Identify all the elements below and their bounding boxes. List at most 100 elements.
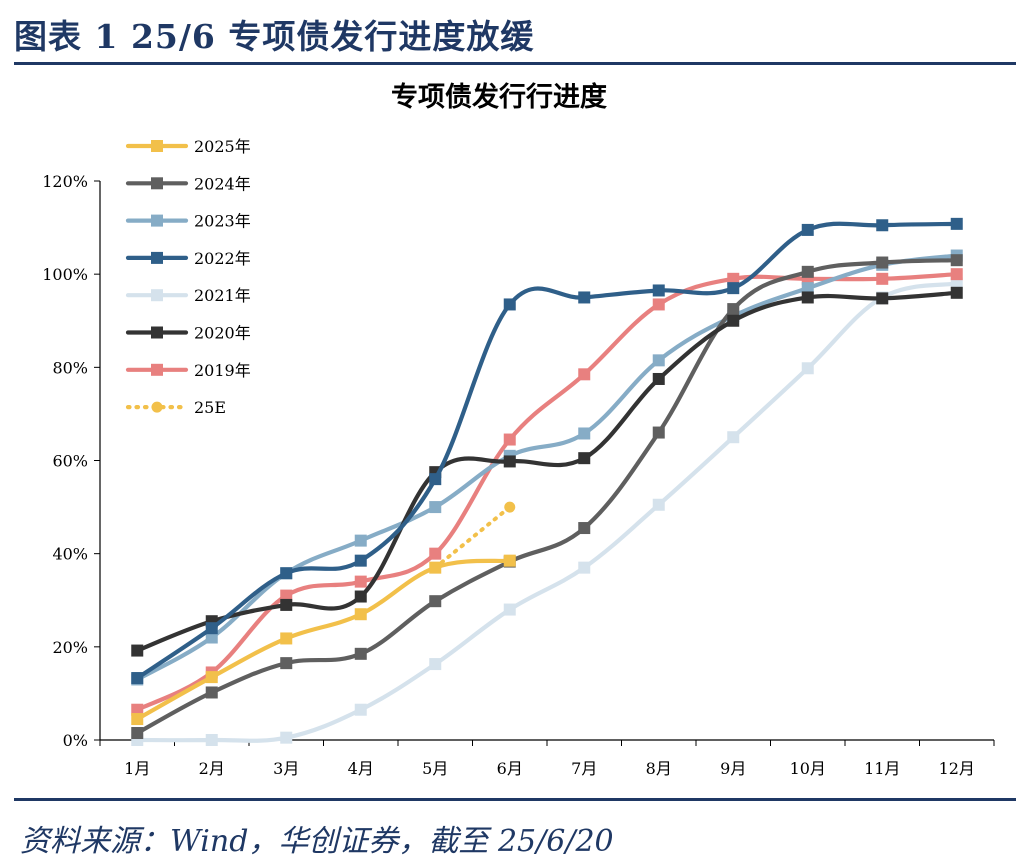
point-2023 [354, 534, 367, 547]
legend-label-2021: 2021年 [194, 286, 251, 305]
x-tick-label: 11月 [864, 759, 900, 778]
point-2019 [578, 368, 591, 381]
legend-marker-2021 [151, 289, 163, 302]
point-2021 [950, 277, 963, 290]
point-2020 [801, 291, 814, 304]
point-2021 [727, 431, 740, 444]
point-2024 [280, 657, 293, 670]
legend-label-2024: 2024年 [194, 174, 251, 193]
x-tick-label: 1月 [124, 759, 150, 778]
point-2021 [205, 734, 218, 746]
point-2023 [578, 427, 591, 440]
legend-marker-2024 [151, 177, 163, 190]
point-2019 [950, 268, 963, 281]
y-tick-label: 60% [52, 452, 88, 471]
point-2021 [652, 498, 665, 511]
point-2021 [429, 658, 442, 671]
point-2019 [354, 575, 367, 588]
point-2020 [876, 292, 889, 305]
point-2022 [131, 672, 144, 685]
series-line-2023 [135, 253, 959, 682]
point-2022 [503, 298, 516, 311]
line-chart: 专项债发行行进度 0% 20% 40% 60% 80% 100% 120% 1月 2月 3月 4月 5… [42, 81, 995, 778]
legend-label-2025: 2025年 [194, 137, 251, 156]
legend-marker-2020 [151, 326, 163, 339]
x-tick-label: 2月 [199, 759, 225, 778]
point-2022 [429, 473, 442, 486]
point-2020 [280, 598, 293, 611]
point-2024 [876, 256, 889, 269]
point-2024 [801, 265, 814, 278]
point-2022 [280, 567, 293, 580]
source-note: 资料来源：Wind，华创证券，截至 25/6/20 [20, 824, 614, 859]
point-2021 [280, 731, 293, 744]
point-2022 [876, 219, 889, 232]
point-2024 [429, 595, 442, 608]
point-2019 [429, 547, 442, 560]
point-2021 [578, 561, 591, 574]
point-2020 [503, 455, 516, 468]
x-tick-label: 5月 [422, 759, 448, 778]
y-tick-label: 0% [63, 731, 88, 750]
point-2022 [205, 622, 218, 635]
point-2022 [354, 554, 367, 567]
point-2024 [727, 303, 740, 316]
point-2025 [205, 671, 218, 684]
point-2024 [354, 647, 367, 660]
legend-marker-2025 [151, 140, 163, 152]
point-2020 [131, 644, 144, 657]
point-2020 [652, 372, 665, 385]
point-2023 [205, 631, 218, 644]
point-2023 [801, 282, 814, 295]
x-tick-label: 4月 [348, 759, 374, 778]
point-2019 [876, 272, 889, 285]
point-2025 [280, 632, 293, 645]
point-2022 [727, 282, 740, 295]
point-2023 [429, 501, 442, 514]
point-2019 [727, 272, 740, 285]
legend-marker-2019 [151, 363, 163, 376]
point-2024 [205, 686, 218, 699]
point-2024 [950, 254, 963, 267]
x-tick-label: 9月 [720, 759, 746, 778]
point-2020 [950, 286, 963, 299]
y-tick-label: 100% [42, 265, 88, 284]
point-2019 [503, 433, 516, 446]
x-tick-label: 6月 [497, 759, 523, 778]
x-tick-label: 7月 [571, 759, 597, 778]
point-2023 [652, 354, 665, 367]
y-tick-label: 120% [42, 172, 88, 191]
y-tick-label: 20% [52, 638, 88, 657]
point-2019 [131, 703, 144, 716]
x-tick-label: 8月 [646, 759, 672, 778]
point-2022 [578, 291, 591, 304]
legend-marker-25E [151, 401, 163, 413]
x-tick-label: 10月 [790, 759, 826, 778]
point-2020 [727, 314, 740, 327]
legend-label-25E: 25E [194, 398, 226, 417]
point-25E [504, 501, 516, 513]
point-2022 [801, 223, 814, 236]
legend-marker-2023 [151, 214, 163, 227]
x-tick-label: 12月 [939, 759, 975, 778]
point-2019 [652, 298, 665, 311]
legend-label-2019: 2019年 [194, 361, 251, 380]
chart-title: 专项债发行行进度 [391, 81, 607, 113]
legend-label-2020: 2020年 [194, 324, 251, 343]
point-2025 [131, 713, 144, 726]
x-tick-label: 3月 [273, 759, 299, 778]
point-2020 [354, 590, 367, 603]
point-2021 [354, 703, 367, 716]
point-2021 [801, 362, 814, 375]
series-line-2024 [135, 258, 959, 736]
y-tick-label: 40% [52, 545, 88, 564]
point-2024 [578, 522, 591, 535]
point-2024 [131, 727, 144, 740]
point-2019 [280, 589, 293, 602]
point-2025 [503, 554, 516, 567]
top-rule [14, 62, 1016, 65]
point-2024 [652, 426, 665, 439]
series-line-25E [433, 505, 512, 570]
point-2025 [354, 608, 367, 621]
legend-label-2022: 2022年 [194, 249, 251, 268]
